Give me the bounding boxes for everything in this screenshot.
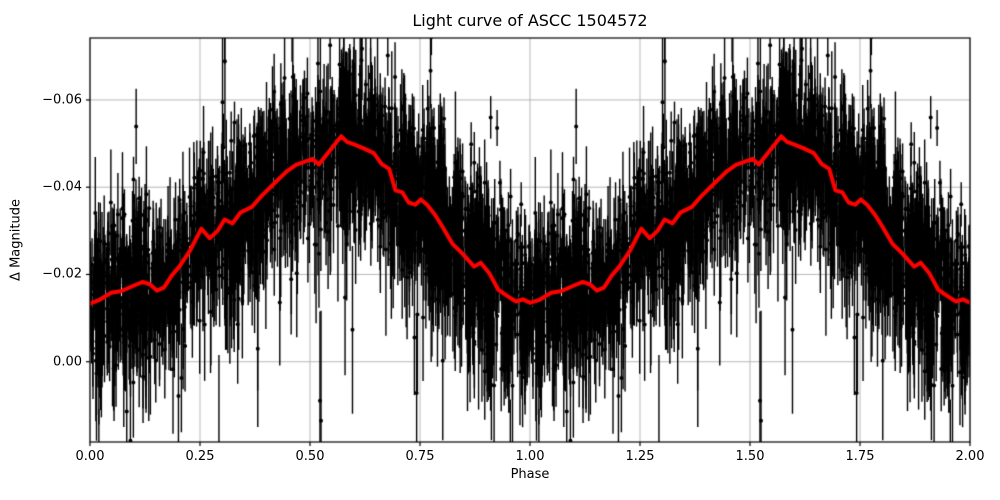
x-tick-label: 1.25 (625, 449, 655, 464)
x-tick-label: 0.50 (295, 449, 325, 464)
x-tick-label: 0.25 (185, 449, 215, 464)
y-tick-label: −0.06 (42, 92, 82, 108)
x-tick-label: 1.75 (845, 449, 875, 464)
y-tick-label: 0.00 (53, 354, 82, 370)
x-tick-label: 0.00 (75, 449, 105, 464)
x-tick-label: 2.00 (955, 449, 985, 464)
y-tick-label: −0.02 (42, 266, 82, 282)
x-tick-label: 1.50 (735, 449, 765, 464)
x-axis-label: Phase (510, 467, 550, 482)
y-axis-label: Δ Magnitude (8, 199, 24, 281)
chart-title: Light curve of ASCC 1504572 (412, 11, 648, 30)
x-tick-label: 1.00 (515, 449, 545, 464)
y-tick-label: −0.04 (42, 179, 82, 195)
x-tick-label: 0.75 (405, 449, 435, 464)
